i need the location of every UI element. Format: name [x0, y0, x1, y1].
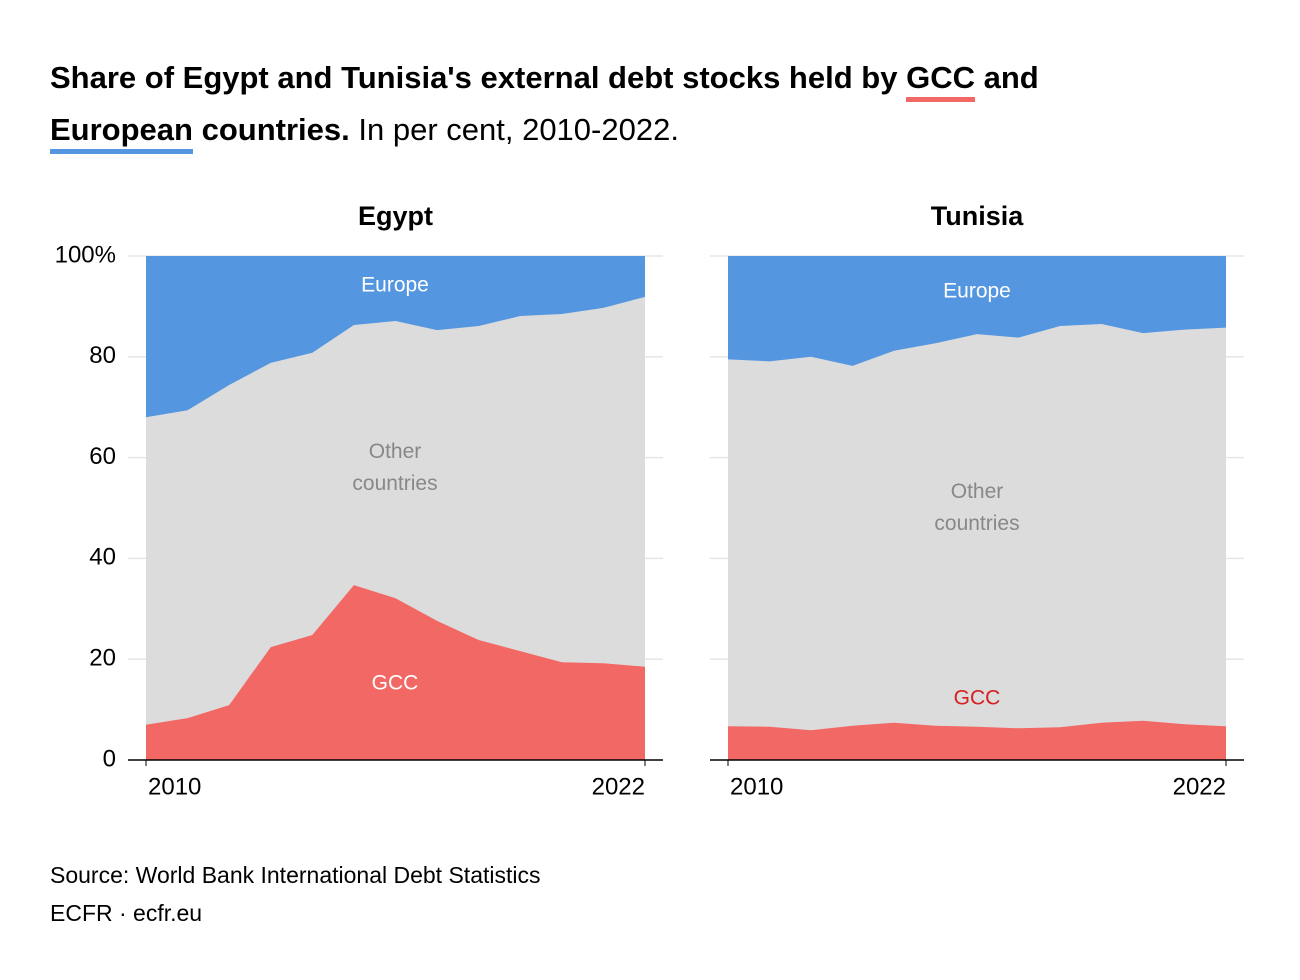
- title-gcc: GCC: [906, 60, 975, 102]
- panel-title: Egypt: [358, 201, 433, 231]
- credit: ECFR · ecfr.eu: [50, 900, 203, 926]
- chart: 0 20 40 60 80 100% GCC Other countries Europe 2010…: [55, 201, 1244, 800]
- y-tick-label: 0: [103, 745, 116, 772]
- title: Share of Egypt and Tunisia's external de…: [50, 52, 1039, 156]
- series-label: Europe: [943, 280, 1011, 303]
- title-text: and: [983, 60, 1039, 95]
- panel-title: Tunisia: [931, 201, 1024, 231]
- y-tick-label: 40: [89, 544, 116, 571]
- title-europe: European: [50, 112, 193, 154]
- series-label: Other countries: [934, 480, 1019, 535]
- area: [728, 720, 1226, 760]
- y-tick-label: 80: [89, 342, 116, 369]
- title-subtitle: In per cent, 2010-2022.: [358, 112, 679, 147]
- area: [146, 585, 645, 760]
- x-tick-label: 2010: [730, 773, 783, 800]
- source: Source: World Bank International Debt St…: [50, 862, 541, 888]
- area: [146, 296, 645, 760]
- y-tick-label: 100%: [55, 241, 116, 268]
- x-tick-label: 2010: [148, 773, 201, 800]
- y-tick-label: 20: [89, 645, 116, 672]
- series-label: Other countries: [352, 440, 437, 495]
- series-label: GCC: [372, 672, 419, 695]
- title-text: countries.: [201, 112, 350, 147]
- y-tick-label: 60: [89, 443, 116, 470]
- x-tick-label: 2022: [1173, 773, 1226, 800]
- series-label: Europe: [361, 274, 429, 297]
- series-label: GCC: [954, 687, 1001, 710]
- x-tick-label: 2022: [592, 773, 645, 800]
- title-text: Share of Egypt and Tunisia's external de…: [50, 60, 898, 95]
- area: [728, 324, 1226, 760]
